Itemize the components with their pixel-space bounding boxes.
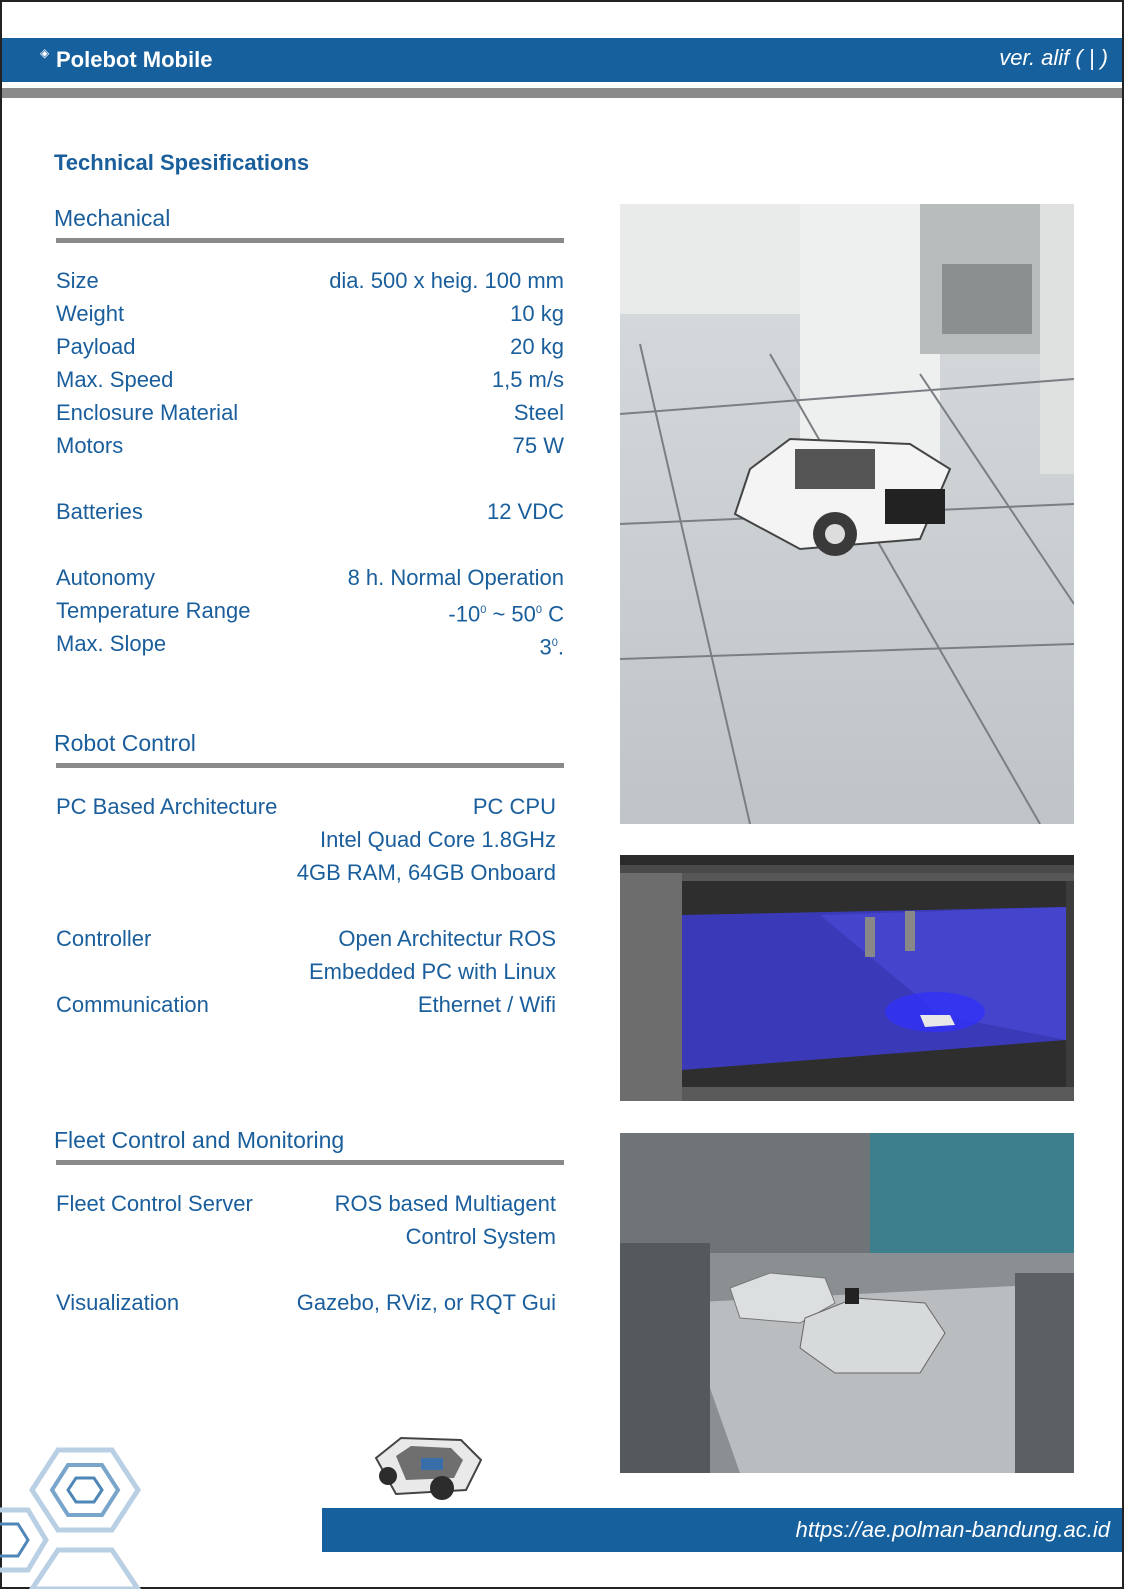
- spec-value: 75 W: [512, 433, 564, 458]
- spec-row-controller: Controller Open Architectur ROS: [56, 922, 556, 955]
- spec-label: Visualization: [56, 1290, 180, 1315]
- spec-value: 8 h. Normal Operation: [347, 565, 564, 590]
- section-title-mechanical: Mechanical: [54, 205, 171, 231]
- spec-row-temperature: Temperature Range -100 ~ 500 C: [56, 594, 564, 627]
- spec-value: dia. 500 x heig. 100 mm: [329, 268, 564, 293]
- spec-row-autonomy: Autonomy 8 h. Normal Operation: [56, 561, 564, 594]
- spec-row-batteries: Batteries 12 VDC: [56, 495, 564, 528]
- fleet-robots-photo: [620, 1133, 1074, 1473]
- spec-value: Ethernet / Wifi: [417, 992, 556, 1017]
- spec-label: Autonomy: [56, 565, 156, 590]
- section-title-robot-control: Robot Control: [54, 730, 196, 756]
- spec-value: -100 ~ 500 C: [448, 601, 564, 627]
- spec-row-memory: 4GB RAM, 64GB Onboard: [56, 856, 556, 889]
- robot-3d-model-icon: [366, 1428, 488, 1513]
- spec-row-motors: Motors 75 W: [56, 429, 564, 462]
- spec-value: Gazebo, RViz, or RQT Gui: [296, 1290, 556, 1315]
- spec-label: Batteries: [56, 499, 143, 524]
- spec-value: Open Architectur ROS: [338, 926, 556, 951]
- spec-label: Temperature Range: [56, 598, 251, 623]
- spec-value: 30.: [539, 634, 565, 660]
- section-divider-mechanical: [56, 238, 564, 243]
- spec-value: Control System: [405, 1224, 556, 1249]
- spec-label: Weight: [56, 301, 125, 326]
- spec-value: 20 kg: [510, 334, 564, 359]
- spec-row-communication: Communication Ethernet / Wifi: [56, 988, 556, 1021]
- spec-row-max-slope: Max. Slope 30.: [56, 627, 564, 660]
- header-version: ver. alif ( | ): [999, 45, 1108, 70]
- spec-label: Controller: [56, 926, 152, 951]
- section-title-fleet: Fleet Control and Monitoring: [54, 1127, 345, 1153]
- spec-label: Enclosure Material: [56, 400, 239, 425]
- spec-value: 1,5 m/s: [491, 367, 564, 392]
- page-title: Technical Spesifications: [54, 150, 310, 175]
- spec-value: ROS based Multiagent: [334, 1191, 556, 1216]
- spec-row-payload: Payload 20 kg: [56, 330, 564, 363]
- header-title: Polebot Mobile: [56, 47, 213, 72]
- section-divider-fleet: [56, 1160, 564, 1165]
- section-divider-robot-control: [56, 763, 564, 768]
- spec-row-enclosure: Enclosure Material Steel: [56, 396, 564, 429]
- spec-row-weight: Weight 10 kg: [56, 297, 564, 330]
- spec-label: PC Based Architecture: [56, 794, 278, 819]
- layers-logo-icon: ◈: [40, 46, 50, 60]
- spec-label: Payload: [56, 334, 136, 359]
- header-divider: [2, 88, 1122, 98]
- spec-row-visualization: Visualization Gazebo, RViz, or RQT Gui: [56, 1286, 556, 1319]
- spec-row-pc-architecture: PC Based Architecture PC CPU: [56, 790, 556, 823]
- spec-value: 12 VDC: [486, 499, 564, 524]
- spec-row-size: Size dia. 500 x heig. 100 mm: [56, 264, 564, 297]
- spec-label: Max. Speed: [56, 367, 174, 392]
- hexagon-decoration-icon: [0, 1440, 160, 1589]
- rviz-screenshot: [620, 855, 1074, 1101]
- spec-value: PC CPU: [472, 794, 556, 819]
- spec-value: 10 kg: [510, 301, 564, 326]
- spec-row-embedded-pc: Embedded PC with Linux: [56, 955, 556, 988]
- footer-bar: https://ae.polman-bandung.ac.id: [322, 1508, 1122, 1552]
- spec-label: Communication: [56, 992, 209, 1017]
- spec-row-fleet-server: Fleet Control Server ROS based Multiagen…: [56, 1187, 556, 1220]
- robot-floor-photo: [620, 204, 1074, 824]
- footer-url-link[interactable]: https://ae.polman-bandung.ac.id: [795, 1517, 1110, 1542]
- spec-label: Motors: [56, 433, 124, 458]
- spec-value: Embedded PC with Linux: [308, 959, 556, 984]
- spec-row-max-speed: Max. Speed 1,5 m/s: [56, 363, 564, 396]
- spec-row-fleet-server-cont: Control System: [56, 1220, 556, 1253]
- spec-value: Intel Quad Core 1.8GHz: [319, 827, 556, 852]
- spec-label: Fleet Control Server: [56, 1191, 253, 1216]
- spec-value: Steel: [513, 400, 564, 425]
- spec-label: Max. Slope: [56, 631, 167, 656]
- spec-row-cpu: Intel Quad Core 1.8GHz: [56, 823, 556, 856]
- header-bar: ◈ Polebot Mobile ver. alif ( | ): [2, 38, 1122, 82]
- spec-value: 4GB RAM, 64GB Onboard: [296, 860, 556, 885]
- spec-label: Size: [56, 268, 99, 293]
